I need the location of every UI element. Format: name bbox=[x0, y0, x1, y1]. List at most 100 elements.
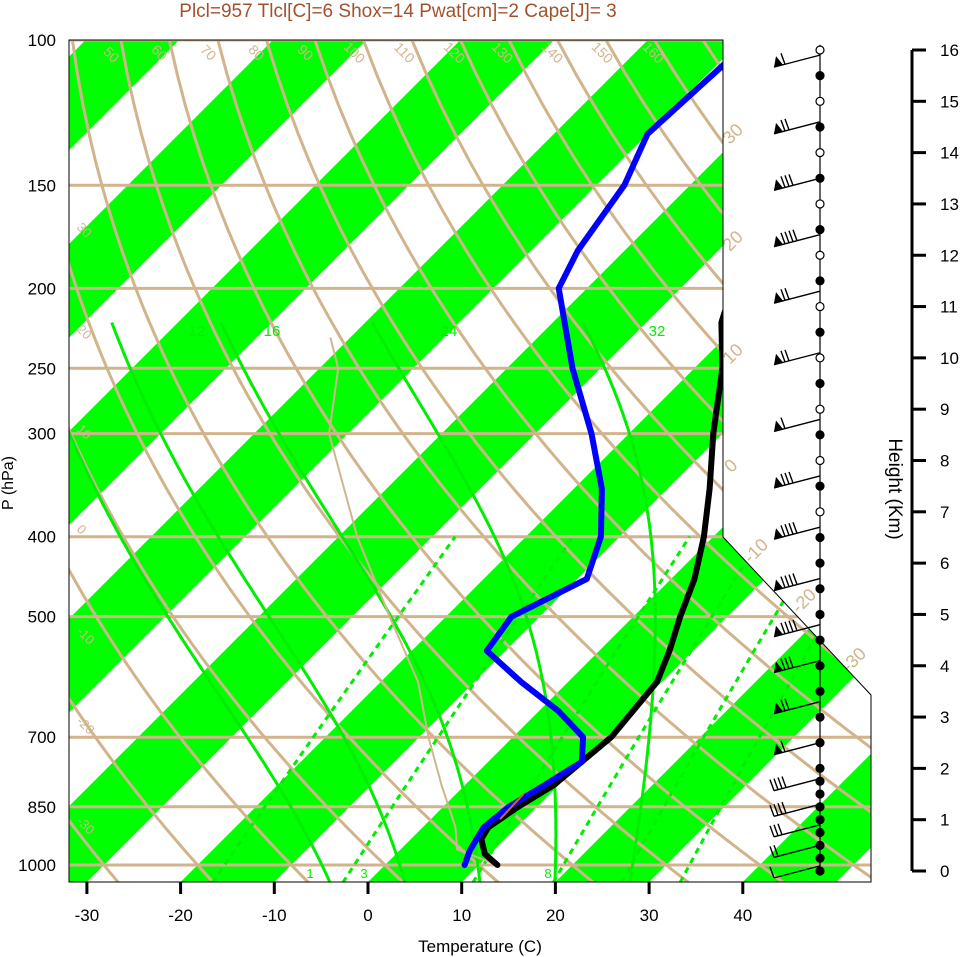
wind-level-dot bbox=[815, 584, 825, 594]
wind-barb-staff bbox=[773, 475, 821, 489]
x-tick-label: 30 bbox=[640, 906, 659, 925]
wind-barb-flag bbox=[774, 702, 783, 714]
isotherm-band bbox=[69, 40, 871, 882]
isotherm-band bbox=[913, 40, 961, 899]
moist-adiabat-label: 16 bbox=[264, 323, 281, 340]
parcel-segment bbox=[499, 793, 525, 820]
wind-barb-feather bbox=[792, 521, 798, 534]
height-tick-label: 2 bbox=[940, 759, 949, 778]
wind-level-dot bbox=[815, 609, 825, 620]
wind-barb-staff bbox=[773, 844, 821, 859]
moist-adiabat-label: 24 bbox=[441, 323, 458, 340]
pressure-tick-label: 1000 bbox=[18, 856, 56, 875]
wind-barb-feather bbox=[784, 621, 790, 634]
dry-adiabat bbox=[69, 40, 327, 882]
wind-barb-flag bbox=[774, 743, 783, 755]
height-tick-label: 11 bbox=[940, 298, 958, 317]
wind-barb-flag bbox=[774, 476, 783, 488]
mixing-ratio-line bbox=[620, 535, 824, 882]
wind-barb-feather bbox=[769, 805, 775, 817]
moist-adiabat bbox=[219, 321, 482, 882]
mixing-ratio-label: 3 bbox=[360, 866, 367, 881]
dry-adiabat-label: 150 bbox=[589, 39, 617, 67]
height-tick-label: 6 bbox=[940, 554, 949, 573]
wind-level-dot bbox=[815, 712, 825, 722]
x-tick-label: 20 bbox=[546, 906, 565, 925]
wind-level-dot bbox=[815, 45, 825, 55]
wind-barb-flag bbox=[774, 179, 783, 191]
wind-barb-flag bbox=[774, 353, 783, 365]
isotherm-band bbox=[69, 40, 367, 882]
wind-level-dot bbox=[815, 404, 825, 414]
wind-barb-feather bbox=[769, 779, 775, 791]
moist-adiabat bbox=[581, 321, 657, 882]
wind-barb-staff bbox=[773, 659, 821, 674]
dry-adiabat bbox=[264, 40, 871, 882]
wind-barb-flag bbox=[774, 292, 783, 304]
height-tick-label: 1 bbox=[940, 811, 949, 830]
wind-level-dot bbox=[815, 430, 825, 440]
wind-level-dot bbox=[815, 827, 825, 838]
chart-title: Plcl=957 Tlcl[C]=6 Shox=14 Pwat[cm]=2 Ca… bbox=[179, 1, 616, 22]
wind-level-dot bbox=[815, 378, 825, 389]
dry-adiabat-label: -20 bbox=[787, 584, 820, 617]
wind-barb-flag bbox=[774, 235, 783, 247]
x-tick-label: -30 bbox=[75, 906, 100, 925]
wind-barb-feather bbox=[784, 118, 790, 131]
wind-barb-feather bbox=[784, 575, 790, 587]
wind-barb-flag bbox=[774, 56, 783, 68]
wind-barb-feather bbox=[780, 232, 786, 245]
wind-barb-feather bbox=[773, 824, 779, 837]
pressure-tick-label: 100 bbox=[28, 31, 56, 50]
wind-barb-feather bbox=[780, 622, 786, 635]
dry-adiabat bbox=[69, 40, 134, 882]
wind-level-dot bbox=[815, 455, 825, 466]
wind-barb-feather bbox=[773, 778, 779, 790]
wind-barb-staff bbox=[773, 352, 821, 366]
wind-barb-feather bbox=[780, 576, 786, 588]
wind-level-dot bbox=[815, 815, 825, 825]
wind-barb-feather bbox=[784, 524, 790, 536]
wind-barb-feather bbox=[792, 573, 798, 585]
wind-barb-feather bbox=[780, 740, 786, 753]
wind-barb-feather bbox=[784, 349, 790, 362]
x-tick-label: -20 bbox=[168, 906, 193, 925]
dry-adiabat bbox=[69, 40, 231, 882]
wind-barb-feather bbox=[788, 174, 794, 186]
y-axis-label: P (hPa) bbox=[0, 456, 17, 510]
wind-barb-feather bbox=[781, 776, 787, 788]
wind-barb-feather bbox=[780, 53, 786, 65]
dry-adiabat-label: 70 bbox=[197, 41, 219, 63]
wind-barb-feather bbox=[788, 620, 794, 632]
wind-level-dot bbox=[815, 853, 825, 863]
wind-barb-feather bbox=[773, 845, 779, 857]
isotherm-label: 0 bbox=[74, 522, 90, 538]
pressure-tick-label: 200 bbox=[28, 279, 56, 298]
x-tick-label: 0 bbox=[363, 906, 372, 925]
height-tick-label: 4 bbox=[940, 657, 949, 676]
wind-level-dot bbox=[815, 481, 825, 491]
wind-barb-staff bbox=[773, 865, 821, 879]
wind-barb-feather bbox=[777, 777, 783, 789]
wind-barb-flag bbox=[774, 579, 783, 591]
wind-barb-feather bbox=[781, 801, 787, 814]
dry-adiabat bbox=[69, 40, 519, 882]
wind-level-dot bbox=[815, 686, 825, 697]
dry-adiabat bbox=[410, 40, 871, 882]
dry-adiabat bbox=[70, 40, 616, 882]
mixing-ratio-line bbox=[211, 535, 457, 882]
wind-barb-feather bbox=[792, 229, 798, 241]
wind-barb-staff bbox=[773, 700, 821, 715]
isotherm-bands bbox=[69, 40, 961, 899]
wind-level-dot bbox=[815, 71, 825, 81]
isotherm-band bbox=[69, 40, 742, 882]
isotherm-band bbox=[725, 40, 871, 882]
mixing-ratio-label: 8 bbox=[544, 866, 551, 881]
wind-barb-feather bbox=[784, 231, 790, 244]
wind-barb-staff bbox=[773, 290, 821, 304]
x-axis-label: Temperature (C) bbox=[418, 937, 542, 956]
wind-level-dot bbox=[815, 866, 825, 876]
moist-adiabat-label: 12 bbox=[189, 323, 206, 340]
wind-level-dot bbox=[815, 558, 825, 568]
